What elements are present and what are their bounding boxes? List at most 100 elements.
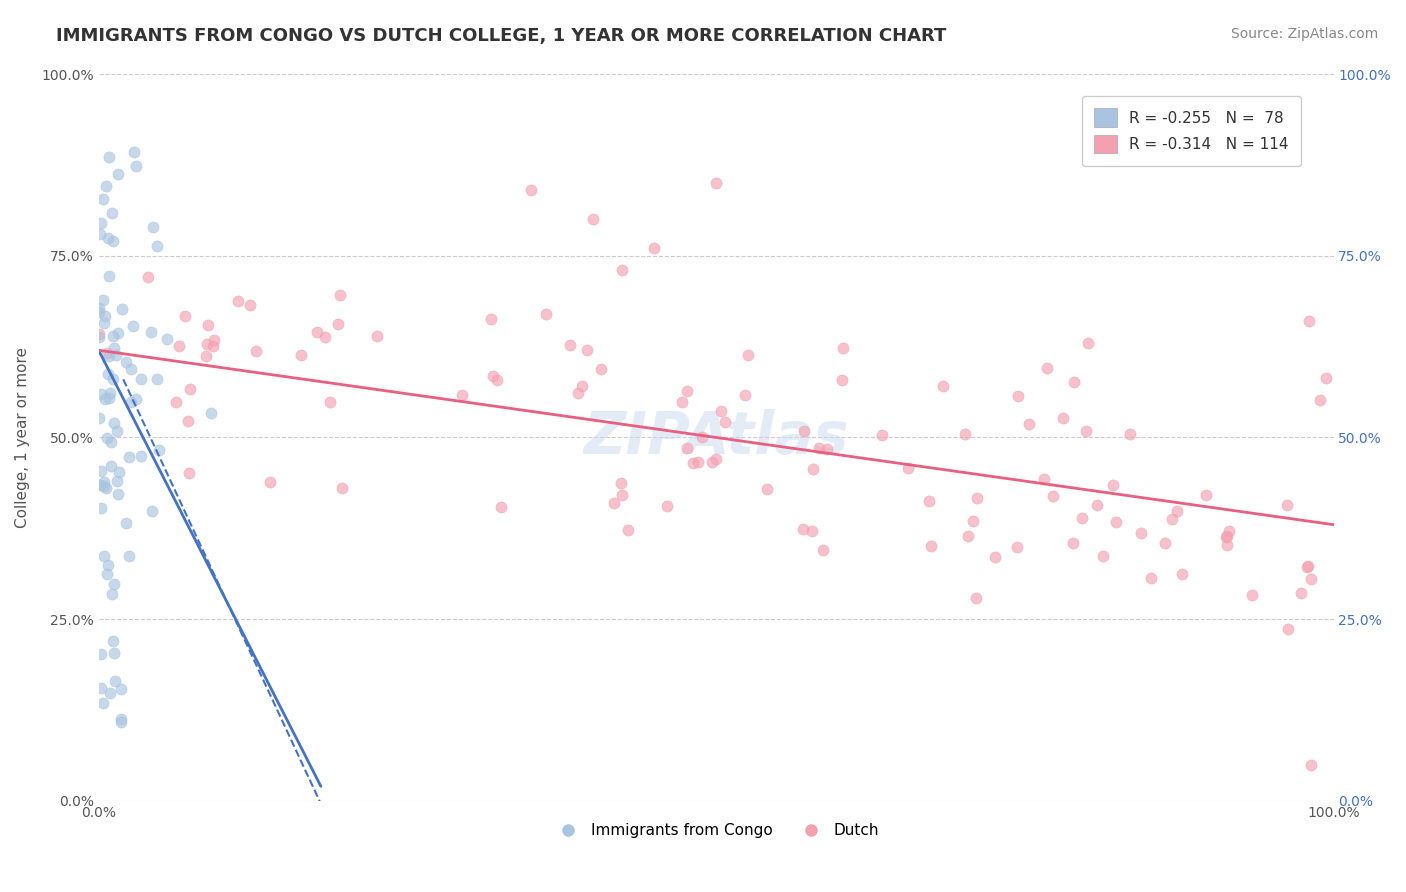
Point [956,529,979,543]
Point [1071,511,1094,525]
Point [953,427,976,442]
Point [107,326,129,340]
Point [167,339,190,353]
Point [984,549,1007,564]
Point [226,294,249,309]
Point [124,392,146,406]
Point [1277,623,1299,637]
Point [103,646,125,660]
Point [581,212,603,227]
Point [1129,525,1152,540]
Point [1042,489,1064,503]
Point [831,373,853,387]
Point [1154,536,1177,550]
Point [100,458,122,473]
Point [591,362,613,376]
Point [675,384,697,398]
Point [93,316,115,330]
Point [1007,540,1029,554]
Point [89,478,111,492]
Point [807,441,830,455]
Point [612,488,634,502]
Point [815,442,838,456]
Point [482,369,505,384]
Point [122,145,145,160]
Point [617,523,640,537]
Point [115,354,138,368]
Point [165,394,187,409]
Point [107,168,129,182]
Point [675,442,697,456]
Point [1315,371,1337,385]
Point [93,392,115,406]
Point [1077,335,1099,350]
Point [966,491,988,505]
Point [97,150,120,164]
Point [97,349,120,363]
Point [655,499,678,513]
Point [489,500,512,514]
Point [609,476,631,491]
Point [245,344,267,359]
Point [98,386,121,401]
Point [793,424,815,438]
Point [90,647,112,661]
Point [120,395,142,409]
Point [97,368,120,382]
Point [87,326,110,341]
Point [714,415,737,429]
Point [734,388,756,402]
Point [520,183,543,197]
Point [366,329,388,343]
Point [1195,488,1218,502]
Point [103,416,125,430]
Point [700,454,723,468]
Point [801,462,824,476]
Point [897,461,920,475]
Point [97,391,120,405]
Point [194,350,217,364]
Point [832,341,855,355]
Point [91,696,114,710]
Point [1119,427,1142,442]
Point [87,411,110,425]
Point [1062,536,1084,550]
Point [202,339,225,353]
Point [704,176,727,190]
Point [103,341,125,355]
Point [122,319,145,334]
Point [932,379,955,393]
Point [90,216,112,230]
Point [704,451,727,466]
Point [290,349,312,363]
Point [107,487,129,501]
Point [179,466,201,480]
Point [1007,388,1029,402]
Point [87,304,110,318]
Point [603,495,626,509]
Point [96,432,118,446]
Point [101,371,124,385]
Point [1033,472,1056,486]
Point [100,434,122,449]
Point [319,395,342,409]
Point [96,481,118,495]
Point [110,715,132,730]
Point [756,482,779,496]
Point [96,178,118,193]
Point [110,681,132,696]
Point [575,343,598,357]
Point [1166,504,1188,518]
Point [870,427,893,442]
Point [688,455,710,469]
Point [136,270,159,285]
Point [920,539,942,553]
Point [643,242,665,256]
Point [737,347,759,361]
Point [485,373,508,387]
Point [98,686,121,700]
Point [89,330,111,344]
Point [142,219,165,234]
Point [1240,588,1263,602]
Point [1215,530,1237,544]
